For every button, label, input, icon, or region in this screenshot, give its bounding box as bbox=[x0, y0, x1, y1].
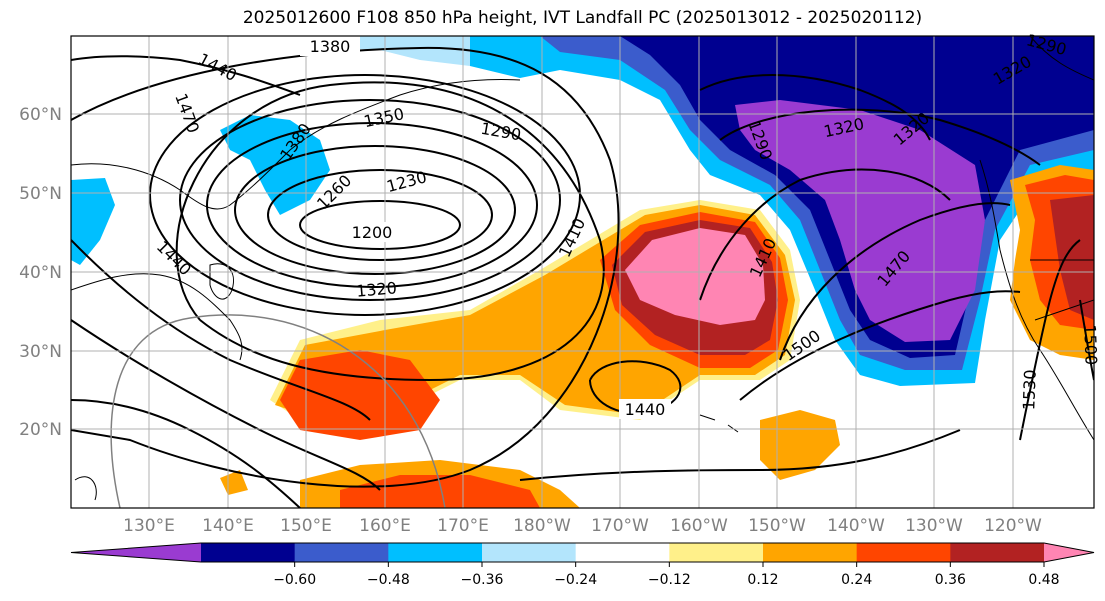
colorbar-box bbox=[294, 543, 389, 562]
lat-label: 20°N bbox=[19, 420, 62, 440]
colorbar-box bbox=[482, 543, 577, 562]
colorbar-box bbox=[763, 543, 858, 562]
lon-label: 150°W bbox=[748, 516, 806, 536]
contour-label: 1440 bbox=[625, 400, 666, 419]
latitude-labels: 60°N 50°N 40°N 30°N 20°N bbox=[19, 105, 62, 440]
height-contours bbox=[71, 46, 1094, 508]
lon-label: 170°W bbox=[591, 516, 649, 536]
contour-1320-ne bbox=[719, 108, 1041, 166]
contour-label: 1200 bbox=[352, 223, 393, 242]
ivt-shading bbox=[71, 36, 1094, 508]
contour-1500-ne bbox=[739, 290, 1021, 401]
contour-label: 1320 bbox=[355, 278, 397, 300]
coastlines bbox=[71, 36, 1094, 501]
lat-label: 50°N bbox=[19, 184, 62, 204]
ivt-pos-patch-south-core bbox=[340, 475, 540, 508]
colorbar-tick-label: 0.48 bbox=[1028, 572, 1059, 588]
contour-1470-ne bbox=[779, 202, 1011, 361]
lat-label: 60°N bbox=[19, 105, 62, 125]
colorbar-tick-label: −0.36 bbox=[461, 572, 504, 588]
colorbar-tick-label: 0.12 bbox=[747, 572, 778, 588]
gridlines bbox=[71, 36, 1094, 508]
contour-1500-sw bbox=[71, 399, 301, 508]
lon-label: 130°W bbox=[905, 516, 963, 536]
ivt-neg-patch-asia bbox=[71, 178, 115, 265]
colorbar-box bbox=[388, 543, 483, 562]
coast-north-america bbox=[979, 159, 1094, 441]
contour-1200 bbox=[299, 200, 461, 250]
lon-label: 130°E bbox=[123, 516, 175, 536]
ivt-pos-patch-hawaii bbox=[760, 410, 840, 480]
gray-arc bbox=[110, 314, 446, 508]
coast-southeast-asia bbox=[74, 476, 97, 501]
map-frame bbox=[70, 35, 1095, 509]
contour-1470 bbox=[71, 319, 381, 491]
colorbar-box bbox=[669, 543, 764, 562]
lon-label: 160°W bbox=[670, 516, 728, 536]
colorbar-tick-label: 0.36 bbox=[935, 572, 966, 588]
contour-1440 bbox=[71, 55, 371, 421]
lon-label: 180°W bbox=[513, 516, 571, 536]
lon-label: 150°E bbox=[280, 516, 332, 536]
ivt-pos-patch-philippine-sea bbox=[280, 350, 440, 440]
coast-asia-north bbox=[71, 79, 521, 210]
ivt-pos-patch-sw bbox=[220, 470, 248, 495]
lon-label: 160°E bbox=[359, 516, 411, 536]
contour-1260 bbox=[234, 145, 516, 275]
contour-1410 bbox=[71, 46, 620, 488]
contour-label: 1380 bbox=[310, 37, 351, 56]
colorbar-box bbox=[950, 543, 1045, 562]
lon-label: 120°W bbox=[984, 516, 1042, 536]
ivt-neg-060-region bbox=[735, 100, 985, 342]
colorbar: −0.60 −0.48 −0.36 −0.24 −0.12 0.12 0.24 0.36 0.4… bbox=[70, 542, 1095, 588]
lat-label: 30°N bbox=[19, 342, 62, 362]
contour-1320 bbox=[179, 99, 561, 301]
contour-1290 bbox=[206, 122, 538, 288]
contour-1530 bbox=[1019, 239, 1081, 441]
ivt-pos-patch-california-inner bbox=[1050, 195, 1094, 320]
coast-asia-east bbox=[71, 273, 243, 361]
contour-1500-south bbox=[519, 429, 961, 481]
contour-label: 1530 bbox=[1019, 369, 1039, 410]
map-title: 2025012600 F108 850 hPa height, IVT Land… bbox=[242, 8, 923, 28]
contour-label: 1500 bbox=[1080, 324, 1100, 365]
colorbar-outline bbox=[70, 542, 1095, 563]
coast-alaska bbox=[1029, 36, 1094, 81]
contour-ridge bbox=[699, 74, 951, 301]
colorbar-tick-label: −0.24 bbox=[554, 572, 597, 588]
colorbar-box bbox=[575, 543, 670, 562]
contour-1440-small bbox=[589, 360, 682, 415]
contour-1380 bbox=[175, 81, 605, 382]
lon-label: 140°E bbox=[202, 516, 254, 536]
colorbar-extension-low bbox=[71, 543, 201, 562]
colorbar-box bbox=[201, 543, 296, 562]
coast-japan bbox=[209, 263, 234, 300]
colorbar-extension-high bbox=[1044, 543, 1094, 562]
colorbar-tick-label: −0.48 bbox=[367, 572, 410, 588]
longitude-labels: 130°E 140°E 150°E 160°E 170°E 180°W 170°… bbox=[123, 516, 1042, 536]
lon-label: 170°E bbox=[437, 516, 489, 536]
ivt-pos-060-region bbox=[625, 228, 765, 325]
colorbar-box bbox=[856, 543, 951, 562]
contour-1500-coast bbox=[1079, 299, 1094, 381]
colorbar-tick-label: 0.24 bbox=[841, 572, 872, 588]
state-borders bbox=[1030, 259, 1094, 321]
colorbar-tick-label: −0.12 bbox=[648, 572, 691, 588]
colorbar-tick-label: −0.60 bbox=[273, 572, 316, 588]
contour-1230 bbox=[267, 169, 493, 261]
lon-label: 140°W bbox=[827, 516, 885, 536]
lat-label: 40°N bbox=[19, 263, 62, 283]
